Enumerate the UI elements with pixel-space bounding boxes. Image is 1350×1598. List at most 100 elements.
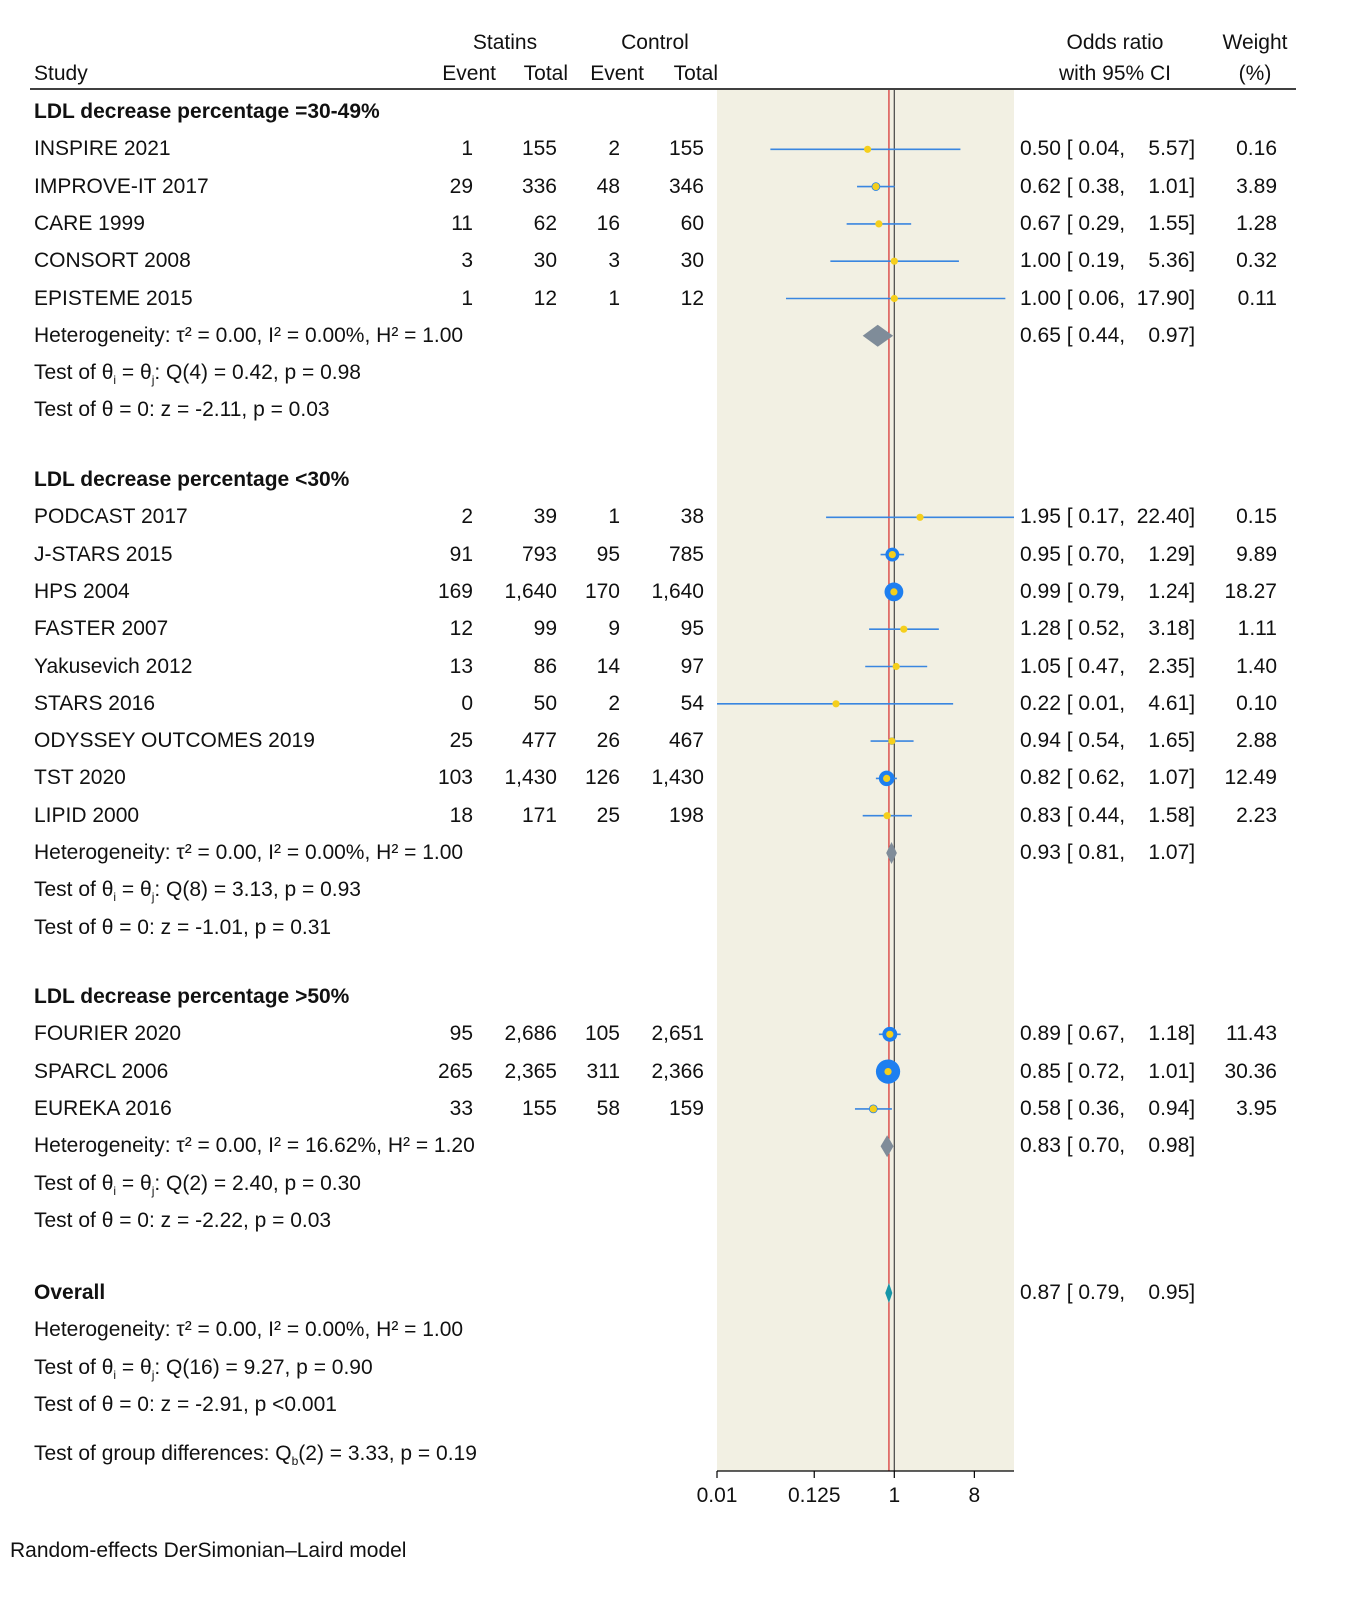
study-row-1-3-statins-total: 99	[533, 617, 557, 641]
subgroup-heterogeneity-0: Heterogeneity: τ² = 0.00, I² = 0.00%, H²…	[34, 323, 464, 347]
study-row-1-0-odds-ratio-ci: 1.95 [ 0.17, 22.40]	[1020, 505, 1196, 529]
study-row-1-5-statins-event: 0	[461, 691, 473, 715]
study-row-0-0-control-event: 2	[608, 137, 620, 161]
study-row-1-4-point	[892, 662, 900, 671]
study-row-1-2-statins-event: 169	[437, 579, 473, 603]
study-row-1-3-name: FASTER 2007	[34, 617, 169, 641]
subgroup-heterogeneity-2: Heterogeneity: τ² = 0.00, I² = 16.62%, H…	[34, 1134, 475, 1158]
control-event-header: Event	[590, 62, 644, 85]
study-row-0-3-control-event: 3	[608, 249, 620, 273]
odds-ratio-header: Odds ratio	[1066, 31, 1164, 54]
study-row-0-0-name: INSPIRE 2021	[34, 137, 171, 161]
study-row-2-0-odds-ratio-ci: 0.89 [ 0.67, 1.18]	[1020, 1022, 1196, 1046]
study-row-1-5-control-event: 2	[608, 691, 620, 715]
study-row-1-7-statins-total: 1,430	[504, 766, 557, 790]
x-axis-tick-label-2: 1	[888, 1484, 900, 1507]
study-row-0-3-control-total: 30	[680, 249, 704, 273]
study-row-1-8-odds-ratio-ci: 0.83 [ 0.44, 1.58]	[1020, 803, 1196, 827]
study-row-2-1-statins-event: 265	[437, 1059, 473, 1083]
study-row-2-2-odds-ratio-ci: 0.58 [ 0.36, 0.94]	[1020, 1096, 1196, 1120]
study-row-2-2-statins-event: 33	[449, 1096, 473, 1120]
study-row-1-3-control-event: 9	[608, 617, 620, 641]
study-row-0-1-odds-ratio-ci: 0.62 [ 0.38, 1.01]	[1020, 174, 1196, 198]
study-row-0-2-point	[875, 220, 883, 228]
study-row-0-4-statins-total: 12	[533, 286, 557, 310]
study-row-1-5-point	[832, 700, 840, 708]
study-row-1-1-control-total: 785	[668, 542, 704, 566]
study-row-1-8-weight: 2.23	[1236, 803, 1277, 827]
study-row-2-1-statins-total: 2,365	[504, 1059, 557, 1083]
x-axis-tick-label-0: 0.01	[697, 1484, 738, 1507]
study-row-1-1-weight: 9.89	[1236, 542, 1277, 566]
study-row-1-2-name: HPS 2004	[34, 579, 130, 603]
subgroup-pooled-diamond-1	[886, 842, 897, 864]
study-row-1-2-statins-total: 1,640	[504, 579, 557, 603]
study-row-1-1-odds-ratio-ci: 0.95 [ 0.70, 1.29]	[1020, 542, 1196, 566]
study-row-1-6-statins-event: 25	[449, 729, 473, 753]
study-row-1-6-odds-ratio-ci: 0.94 [ 0.54, 1.65]	[1020, 729, 1196, 753]
study-row-1-5-weight: 0.10	[1236, 691, 1277, 715]
weight-unit-header: (%)	[1238, 62, 1272, 85]
study-row-0-3-point	[890, 257, 898, 265]
study-row-1-2-odds-ratio-ci: 0.99 [ 0.79, 1.24]	[1020, 579, 1196, 603]
study-row-0-4-point	[890, 294, 898, 303]
study-row-1-3-control-total: 95	[680, 617, 704, 641]
statins-event-header: Event	[442, 62, 496, 85]
study-row-2-2-name: EUREKA 2016	[34, 1096, 172, 1120]
study-row-0-1-control-total: 346	[668, 174, 704, 198]
study-row-0-4-statins-event: 1	[461, 286, 473, 310]
study-row-0-4-control-event: 1	[608, 286, 620, 310]
study-row-0-2-odds-ratio-ci: 0.67 [ 0.29, 1.55]	[1020, 211, 1196, 235]
study-row-2-0-point	[886, 1030, 894, 1038]
study-row-1-0-weight: 0.15	[1236, 505, 1277, 529]
study-row-1-3-weight: 1.11	[1237, 617, 1277, 641]
study-row-1-7-weight: 12.49	[1224, 766, 1277, 790]
study-row-1-7-odds-ratio-ci: 0.82 [ 0.62, 1.07]	[1020, 766, 1196, 790]
study-row-0-2-control-event: 16	[596, 211, 620, 235]
study-row-0-4-odds-ratio-ci: 1.00 [ 0.06, 17.90]	[1020, 286, 1196, 310]
study-row-0-0-statins-total: 155	[521, 137, 557, 161]
study-row-0-3-name: CONSORT 2008	[34, 249, 191, 273]
study-row-1-2-point	[890, 588, 898, 596]
study-row-2-2-control-event: 58	[596, 1096, 620, 1120]
study-row-0-0-weight: 0.16	[1236, 137, 1277, 161]
study-row-1-5-name: STARS 2016	[34, 691, 156, 715]
study-row-0-2-statins-event: 11	[451, 211, 473, 235]
study-row-1-8-name: LIPID 2000	[34, 803, 140, 827]
study-row-0-2-weight: 1.28	[1236, 211, 1277, 235]
study-row-1-4-odds-ratio-ci: 1.05 [ 0.47, 2.35]	[1020, 654, 1196, 678]
study-row-1-6-name: ODYSSEY OUTCOMES 2019	[34, 729, 315, 753]
study-row-1-3-point	[900, 625, 908, 633]
study-row-2-1-control-total: 2,366	[651, 1059, 704, 1083]
study-row-2-0-weight: 11.43	[1226, 1022, 1277, 1046]
study-row-1-0-control-total: 38	[680, 505, 704, 529]
overall-title: Overall	[34, 1281, 106, 1304]
study-row-1-5-statins-total: 50	[533, 691, 557, 715]
study-row-1-0-statins-event: 2	[461, 505, 473, 529]
group-differences-test: Test of group differences: Qb(2) = 3.33,…	[34, 1442, 477, 1469]
control-header: Control	[621, 31, 689, 54]
overall-heterogeneity: Heterogeneity: τ² = 0.00, I² = 0.00%, H²…	[34, 1318, 464, 1342]
study-row-1-6-weight: 2.88	[1236, 729, 1277, 753]
study-row-1-6-point	[888, 737, 896, 745]
study-row-2-1-control-event: 311	[586, 1059, 620, 1083]
study-row-1-3-odds-ratio-ci: 1.28 [ 0.52, 3.18]	[1020, 617, 1196, 641]
overall-z-test: Test of θ = 0: z = -2.91, p <0.001	[34, 1392, 337, 1416]
subgroup-title-0: LDL decrease percentage =30-49%	[34, 100, 380, 123]
study-row-1-8-statins-event: 18	[449, 803, 473, 827]
study-row-2-0-statins-event: 95	[449, 1022, 473, 1046]
study-row-0-1-name: IMPROVE-IT 2017	[34, 174, 209, 198]
study-row-2-2-statins-total: 155	[521, 1096, 557, 1120]
study-row-1-4-name: Yakusevich 2012	[34, 654, 193, 678]
study-row-1-5-odds-ratio-ci: 0.22 [ 0.01, 4.61]	[1020, 691, 1196, 715]
study-row-2-0-control-event: 105	[584, 1022, 620, 1046]
overall-q-test: Test of θi = θj: Q(16) = 9.27, p = 0.90	[34, 1355, 373, 1382]
study-row-0-1-weight: 3.89	[1236, 174, 1277, 198]
study-row-1-4-weight: 1.40	[1236, 654, 1277, 678]
study-row-1-4-statins-total: 86	[533, 654, 557, 678]
study-row-0-3-odds-ratio-ci: 1.00 [ 0.19, 5.36]	[1020, 249, 1196, 273]
subgroup-q-test-0: Test of θi = θj: Q(4) = 0.42, p = 0.98	[34, 361, 361, 388]
study-row-2-1-point	[884, 1068, 892, 1076]
weight-header: Weight	[1222, 31, 1288, 54]
